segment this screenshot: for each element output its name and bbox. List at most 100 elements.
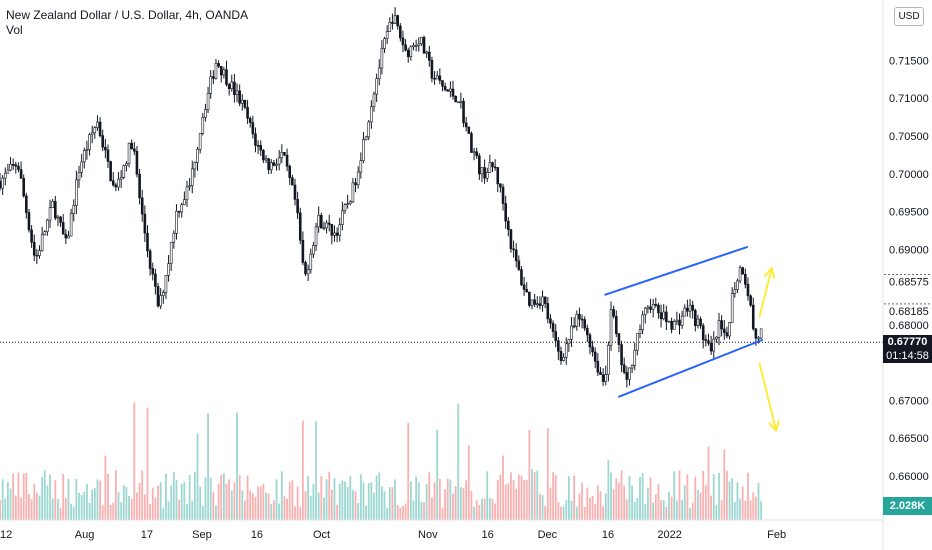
volume-bar — [349, 476, 352, 520]
volume-bar — [28, 494, 30, 520]
volume-bar — [715, 505, 718, 520]
volume-bar — [668, 491, 670, 520]
candle — [564, 337, 568, 365]
candle — [472, 148, 476, 161]
candle — [96, 115, 99, 131]
volume-bar — [17, 472, 20, 520]
volume-bar — [338, 484, 341, 520]
x-tick-label: Feb — [767, 529, 786, 541]
candle — [377, 59, 381, 86]
candle — [93, 126, 97, 139]
volume-bar — [207, 413, 209, 520]
candle — [25, 192, 28, 219]
candle — [401, 30, 405, 53]
bar-countdown: 01:14:58 — [886, 350, 929, 363]
volume-bar — [254, 496, 257, 520]
candle — [48, 199, 52, 229]
volume-bar — [86, 483, 88, 520]
volume-bar — [370, 482, 373, 520]
arrow-up-icon[interactable] — [758, 267, 776, 318]
volume-bar — [712, 474, 715, 520]
volume-bar — [49, 474, 51, 520]
candle — [738, 265, 742, 284]
volume-bar — [646, 487, 649, 520]
candle — [82, 147, 86, 169]
candle — [154, 268, 157, 295]
candle — [715, 336, 718, 343]
candle — [333, 225, 336, 242]
candle — [728, 321, 731, 340]
volume-bar — [657, 484, 660, 520]
volume-bar — [151, 487, 154, 520]
candle — [543, 296, 547, 309]
symbol-title[interactable]: New Zealand Dollar / U.S. Dollar, 4h, OA… — [6, 8, 249, 22]
volume-bar — [170, 485, 173, 520]
candle — [688, 299, 692, 318]
channel-lower-line[interactable] — [617, 339, 764, 398]
volume-bar — [565, 500, 568, 520]
channel-upper-line[interactable] — [604, 246, 749, 296]
price-axis[interactable]: 0.66000 0.66500 0.67000 0.68000 0.68185 0.685… — [884, 55, 932, 483]
volume-bar — [149, 504, 152, 520]
volume-bar — [117, 492, 120, 520]
volume-bar — [270, 504, 273, 520]
candle — [722, 320, 726, 340]
candle — [167, 255, 170, 282]
candle — [138, 169, 141, 205]
volume-bar — [30, 499, 33, 520]
volume-bar — [375, 475, 378, 520]
candle — [475, 147, 479, 159]
volume-bar — [204, 477, 207, 520]
volume-bar — [43, 470, 46, 520]
candle — [485, 167, 489, 182]
volume-bar — [681, 500, 684, 520]
candle — [338, 217, 342, 242]
time-axis[interactable]: 12 Aug 17 Sep 16 Oct Nov 16 Dec 16 2022 Feb — [0, 529, 786, 541]
volume-bar — [157, 485, 159, 520]
currency-badge[interactable]: USD — [894, 7, 924, 26]
volume-bar — [275, 479, 278, 520]
candle — [320, 212, 323, 229]
candle — [235, 83, 239, 103]
volume-bar — [470, 491, 473, 520]
volume-bar — [180, 484, 183, 520]
candle — [704, 334, 708, 347]
volume-bar — [251, 493, 254, 520]
candle — [533, 293, 536, 307]
candle — [64, 229, 68, 245]
candle — [54, 195, 57, 221]
candle — [14, 161, 18, 174]
candle — [230, 74, 234, 92]
volume-bar — [249, 490, 252, 520]
candle — [591, 340, 594, 357]
chart-drawings[interactable] — [604, 246, 780, 432]
volume-bar — [70, 503, 73, 520]
candle — [188, 178, 191, 191]
volume-bar — [591, 495, 594, 520]
candle — [470, 131, 473, 153]
arrow-down-icon[interactable] — [758, 362, 780, 432]
volume-bar — [441, 507, 444, 520]
volume-bar — [610, 472, 612, 520]
candle — [164, 275, 168, 299]
candle — [61, 214, 65, 235]
volume-label[interactable]: Vol — [6, 23, 23, 37]
volume-bar — [744, 500, 747, 520]
volume-bar — [99, 480, 101, 520]
candle — [422, 35, 426, 54]
volume-bar — [660, 500, 662, 520]
volume-bar — [12, 473, 15, 520]
candle — [362, 131, 365, 164]
volume-bar — [652, 502, 655, 520]
candle — [117, 172, 120, 191]
candle — [280, 144, 284, 164]
volume-bar — [67, 478, 70, 520]
volume-bar — [541, 495, 544, 520]
volume-bar — [702, 470, 705, 520]
candle — [741, 266, 745, 275]
volume-bar — [491, 498, 494, 520]
volume-bar — [307, 476, 310, 520]
volume-bar — [352, 489, 354, 520]
y-tick-label: 0.71000 — [889, 93, 929, 105]
